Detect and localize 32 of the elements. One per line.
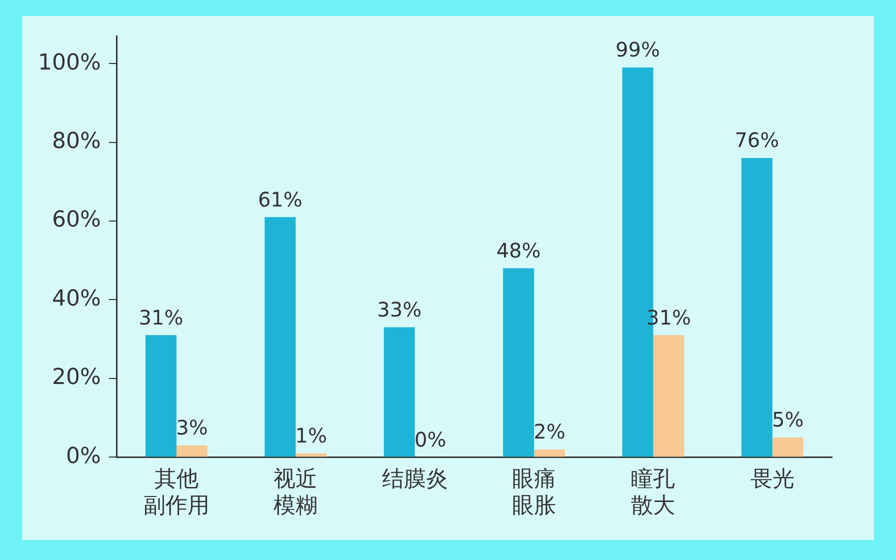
data-label: 2% — [534, 420, 566, 444]
bar — [176, 445, 208, 457]
data-label: 33% — [377, 298, 422, 322]
data-label: 76% — [734, 128, 780, 152]
bar — [653, 335, 684, 457]
bar — [534, 449, 566, 457]
y-tick-label: 80% — [52, 129, 101, 154]
y-tick-label: 100% — [38, 50, 101, 76]
x-tick-label: 眼痛眼胀 — [512, 467, 556, 519]
data-label: 61% — [258, 187, 302, 212]
data-label: 48% — [496, 238, 541, 262]
data-label: 1% — [295, 423, 328, 448]
data-label: 31% — [138, 305, 184, 330]
data-label: 99% — [616, 38, 660, 62]
y-tick-label: 60% — [52, 208, 101, 233]
x-tick-label: 畏光 — [750, 467, 794, 492]
bar — [741, 158, 772, 457]
bar — [146, 335, 176, 457]
data-label: 0% — [414, 427, 446, 452]
bar — [264, 217, 296, 457]
y-tick-label: 20% — [52, 365, 101, 390]
x-tick-label: 结膜炎 — [382, 467, 448, 492]
bar — [503, 268, 534, 457]
y-tick-label: 0% — [66, 444, 101, 469]
x-tick-label: 其他副作用 — [143, 467, 210, 519]
x-tick-label: 瞳孔散大 — [631, 467, 676, 519]
bar — [384, 327, 415, 457]
bar — [772, 438, 804, 457]
y-tick-label: 40% — [52, 286, 101, 312]
x-tick-label: 视近模糊 — [274, 467, 318, 519]
data-label: 3% — [176, 416, 208, 440]
data-label: 5% — [772, 408, 804, 432]
